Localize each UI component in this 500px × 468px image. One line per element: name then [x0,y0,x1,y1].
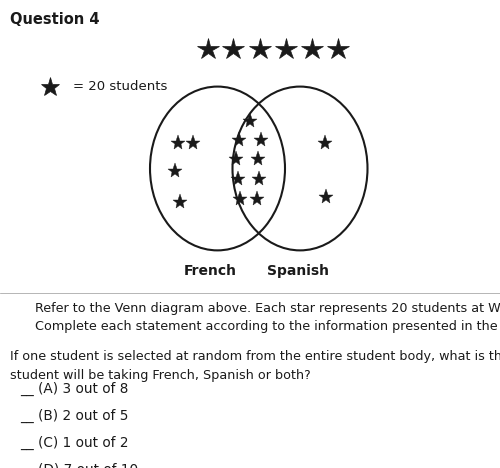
Text: If one student is selected at random from the entire student body, what is the p: If one student is selected at random fro… [10,350,500,381]
Text: Refer to the Venn diagram above. Each star represents 20 students at Westbury Co: Refer to the Venn diagram above. Each st… [35,302,500,333]
Text: French: French [184,264,236,278]
Text: __ (D) 7 out of 10: __ (D) 7 out of 10 [20,463,138,468]
Text: Spanish: Spanish [266,264,328,278]
Text: = 20 students: = 20 students [72,80,167,93]
Text: Question 4: Question 4 [10,12,100,27]
Text: __ (A) 3 out of 8: __ (A) 3 out of 8 [20,381,128,395]
Text: __ (B) 2 out of 5: __ (B) 2 out of 5 [20,409,128,423]
Text: __ (C) 1 out of 2: __ (C) 1 out of 2 [20,436,128,450]
